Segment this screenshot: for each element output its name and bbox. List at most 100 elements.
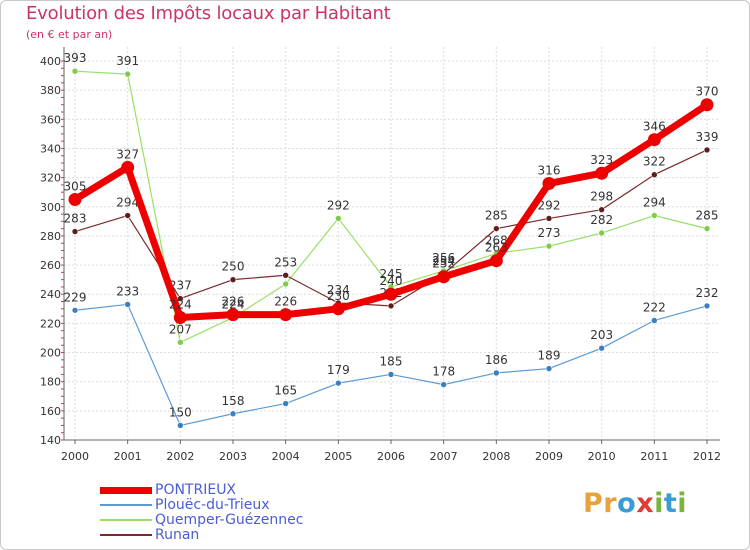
data-label: 226 bbox=[222, 295, 245, 309]
y-tick-label: 300 bbox=[40, 201, 61, 214]
y-tick-label: 380 bbox=[40, 84, 61, 97]
data-label: 252 bbox=[432, 257, 455, 271]
data-label: 253 bbox=[274, 255, 297, 269]
data-label: 233 bbox=[116, 284, 139, 298]
data-point bbox=[121, 160, 135, 174]
data-point bbox=[647, 133, 661, 147]
data-point bbox=[703, 225, 711, 232]
data-label: 222 bbox=[643, 300, 666, 314]
data-label: 224 bbox=[169, 298, 192, 312]
data-label: 229 bbox=[64, 290, 87, 304]
data-label: 179 bbox=[327, 363, 350, 377]
data-label: 245 bbox=[380, 267, 403, 281]
logo-letter: o bbox=[617, 488, 637, 519]
data-point bbox=[545, 365, 553, 372]
data-point bbox=[545, 242, 553, 250]
logo-letter: P bbox=[583, 488, 604, 519]
logo-letter: r bbox=[603, 488, 618, 519]
data-point bbox=[703, 302, 711, 310]
x-tick-label: 2001 bbox=[114, 450, 142, 463]
data-point bbox=[331, 302, 345, 316]
x-tick-label: 2006 bbox=[377, 450, 405, 463]
data-label: 285 bbox=[696, 209, 719, 223]
x-tick-label: 2002 bbox=[166, 450, 194, 463]
legend-item-pontrieux: PONTRIEUX bbox=[100, 482, 360, 498]
legend-swatch bbox=[100, 486, 152, 494]
x-tick-label: 2000 bbox=[61, 450, 89, 463]
data-point bbox=[226, 308, 240, 322]
y-tick-label: 280 bbox=[40, 230, 61, 243]
data-point bbox=[545, 215, 553, 222]
x-tick-label: 2008 bbox=[482, 450, 510, 463]
data-point bbox=[598, 344, 605, 352]
data-label: 346 bbox=[643, 120, 666, 134]
data-label: 254 bbox=[432, 254, 455, 268]
data-label: 224 bbox=[222, 298, 245, 312]
data-label: 339 bbox=[696, 130, 719, 144]
data-label: 273 bbox=[538, 226, 561, 240]
data-label: 189 bbox=[538, 349, 561, 363]
y-tick-label: 400 bbox=[40, 55, 61, 68]
data-label: 370 bbox=[696, 85, 719, 99]
data-point bbox=[493, 369, 500, 377]
legend-swatch bbox=[100, 534, 152, 536]
x-tick-label: 2005 bbox=[324, 450, 352, 463]
data-point bbox=[335, 379, 342, 387]
data-point bbox=[598, 206, 605, 213]
data-point bbox=[124, 301, 131, 308]
data-point bbox=[489, 254, 503, 268]
logo-letter: i bbox=[654, 488, 664, 519]
data-label: 263 bbox=[485, 241, 508, 255]
data-point bbox=[598, 229, 605, 237]
y-tick-label: 340 bbox=[40, 142, 61, 155]
data-label: 203 bbox=[590, 328, 613, 342]
data-point bbox=[229, 276, 237, 283]
data-label: 226 bbox=[274, 295, 297, 309]
data-label: 240 bbox=[380, 274, 403, 288]
data-label: 250 bbox=[222, 260, 245, 274]
logo-letter: x bbox=[636, 488, 655, 519]
data-point bbox=[177, 422, 184, 429]
y-tick-label: 360 bbox=[40, 113, 61, 126]
data-label: 230 bbox=[327, 289, 350, 303]
legend-swatch bbox=[100, 519, 152, 521]
legend-swatch bbox=[100, 504, 152, 506]
data-point bbox=[387, 371, 395, 378]
chart-title: Evolution des Impôts locaux par Habitant bbox=[26, 3, 391, 24]
data-label: 316 bbox=[538, 163, 561, 177]
data-label: 186 bbox=[485, 353, 508, 367]
data-label: 185 bbox=[380, 354, 403, 368]
series-quemper-gu-zennec: 393 391 207 224 292 245 256 268 273 282 294 285 bbox=[64, 51, 719, 346]
data-point bbox=[173, 311, 187, 325]
chart-subtitle: (en € et par an) bbox=[26, 28, 113, 41]
data-label: 285 bbox=[485, 209, 508, 223]
data-point bbox=[384, 287, 398, 301]
series-plou-c-du-trieux: 229 233 150 158 165 179 185 178 186 189 203 222 232 bbox=[64, 284, 719, 429]
data-label: 234 bbox=[327, 283, 350, 297]
legend-item-quemper-gu-zennec: Quemper-Guézennec bbox=[100, 512, 360, 528]
y-tick-label: 320 bbox=[40, 172, 61, 185]
data-label: 294 bbox=[643, 196, 666, 210]
data-point bbox=[493, 225, 500, 232]
y-tick-label: 180 bbox=[40, 376, 61, 389]
y-tick-label: 140 bbox=[40, 434, 61, 447]
data-point bbox=[229, 410, 237, 418]
data-label: 268 bbox=[485, 233, 508, 247]
data-point bbox=[68, 192, 82, 206]
data-point bbox=[335, 215, 342, 222]
legend-label: Quemper-Guézennec bbox=[155, 512, 304, 528]
data-label: 305 bbox=[64, 179, 87, 193]
data-label: 165 bbox=[274, 384, 297, 398]
proxiti-logo: Proxiti bbox=[583, 488, 687, 519]
y-tick-label: 240 bbox=[40, 288, 61, 301]
data-label: 232 bbox=[696, 286, 719, 300]
data-point bbox=[282, 271, 289, 279]
data-label: 292 bbox=[327, 198, 350, 212]
x-tick-label: 2012 bbox=[693, 450, 721, 463]
data-point bbox=[651, 317, 658, 324]
data-point bbox=[542, 176, 556, 190]
data-point bbox=[177, 339, 184, 346]
data-point bbox=[124, 70, 131, 78]
data-label: 294 bbox=[116, 196, 139, 210]
